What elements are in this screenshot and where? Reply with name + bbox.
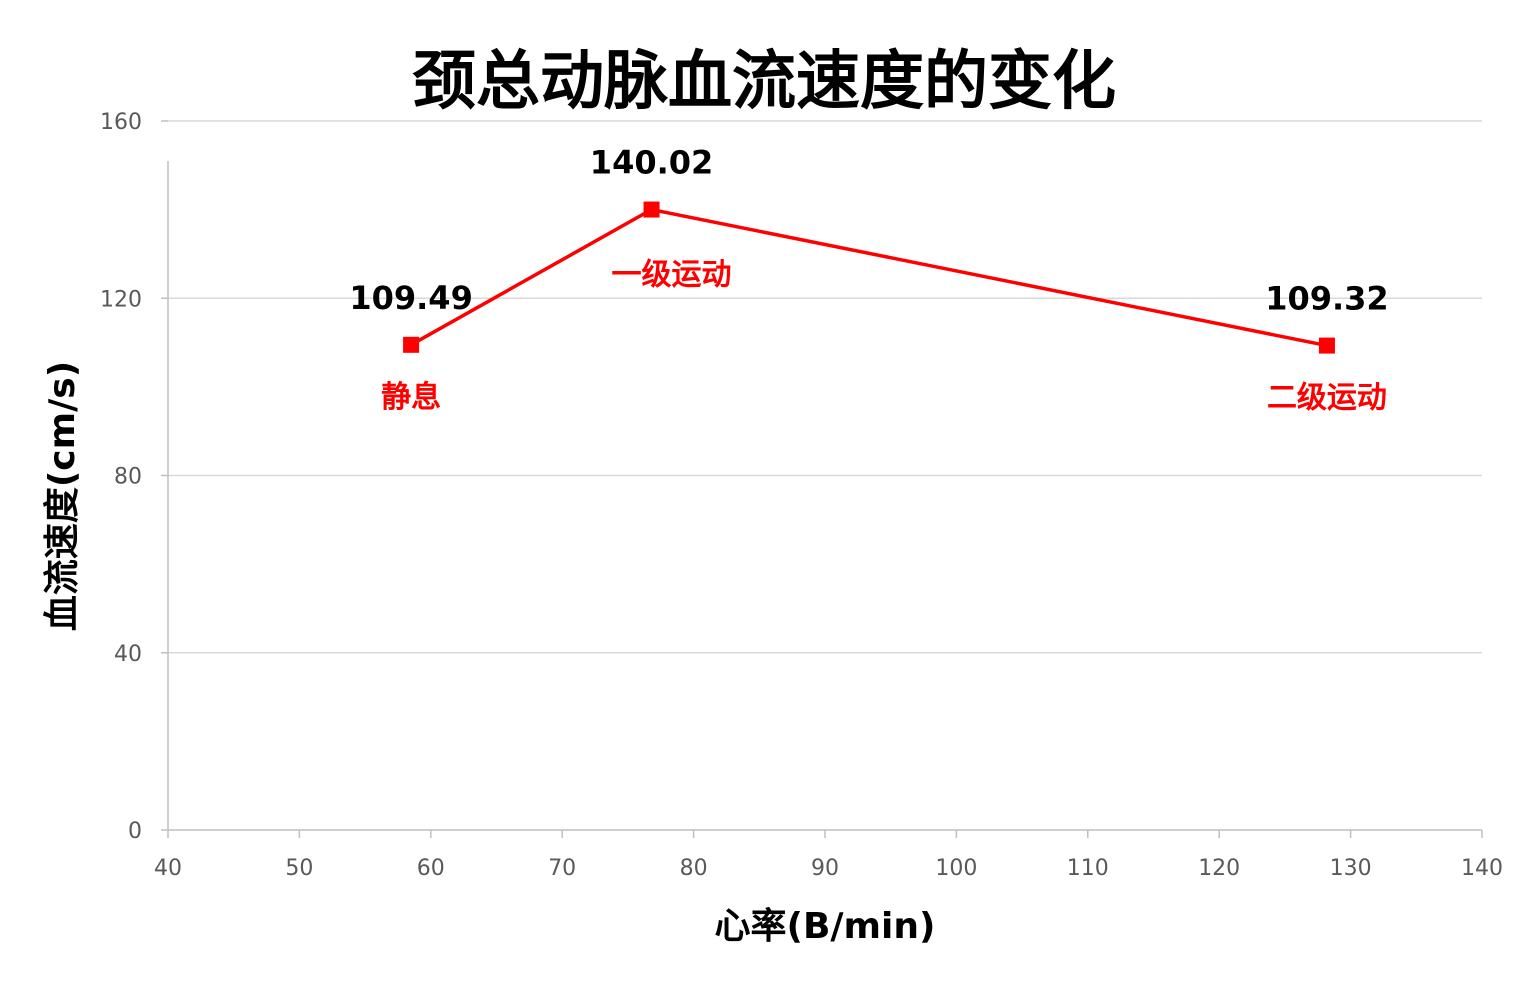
x-tick-label: 80 — [680, 856, 708, 881]
x-tick-label: 50 — [285, 856, 313, 881]
grid-layer — [168, 120, 1482, 654]
data-value-label: 109.49 — [349, 279, 472, 317]
data-point-name-label: 一级运动 — [612, 258, 732, 293]
data-point-name-label: 静息 — [381, 380, 441, 415]
y-tick-label: 80 — [114, 465, 142, 490]
axis-layer: 0 40 80 120 160 40 50 60 70 80 90 100 110 120 130 140 — [100, 110, 1503, 881]
label-layer: 109.49 静息 140.02 一级运动 109.32 二级运动 — [349, 144, 1388, 416]
data-point-marker — [643, 201, 660, 218]
x-tick-label: 70 — [548, 856, 576, 881]
x-tick-label: 120 — [1198, 856, 1240, 881]
chart-title: 颈总动脉血流速度的变化 — [412, 45, 1116, 119]
y-tick-label: 120 — [100, 287, 142, 312]
series-layer — [403, 201, 1335, 354]
data-value-label: 109.32 — [1265, 280, 1388, 318]
y-tick-label: 40 — [114, 642, 142, 667]
x-tick-label: 110 — [1067, 856, 1109, 881]
series-line — [410, 207, 1328, 348]
data-value-label: 140.02 — [590, 144, 713, 182]
x-axis-title: 心率(B/min) — [715, 906, 936, 947]
x-tick-label: 100 — [935, 856, 977, 881]
x-tick-label: 90 — [811, 856, 839, 881]
y-axis-title: 血流速度(cm/s) — [42, 361, 83, 631]
x-tick-label: 140 — [1461, 856, 1503, 881]
x-tick-label: 130 — [1330, 856, 1372, 881]
data-point-marker — [403, 336, 420, 353]
y-tick-label: 0 — [128, 819, 142, 844]
y-tick-label: 160 — [100, 110, 142, 135]
data-point-marker — [1318, 337, 1335, 354]
data-point-name-label: 二级运动 — [1267, 381, 1387, 416]
x-tick-label: 60 — [417, 856, 445, 881]
x-tick-label: 40 — [154, 856, 182, 881]
